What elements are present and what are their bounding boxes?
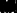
Text: T1: T1 — [13, 0, 17, 13]
Circle shape — [7, 5, 8, 6]
Text: T2: T2 — [13, 0, 17, 13]
Circle shape — [4, 3, 11, 10]
Circle shape — [5, 4, 10, 9]
Ellipse shape — [7, 5, 9, 8]
Text: D2: D2 — [12, 0, 17, 13]
Text: D1: D1 — [12, 0, 17, 13]
Circle shape — [8, 6, 9, 7]
Circle shape — [6, 5, 10, 9]
Circle shape — [8, 5, 9, 6]
Circle shape — [7, 6, 8, 7]
Circle shape — [6, 5, 10, 9]
Circle shape — [6, 6, 7, 7]
Text: T3: T3 — [13, 0, 17, 13]
Circle shape — [6, 5, 10, 9]
